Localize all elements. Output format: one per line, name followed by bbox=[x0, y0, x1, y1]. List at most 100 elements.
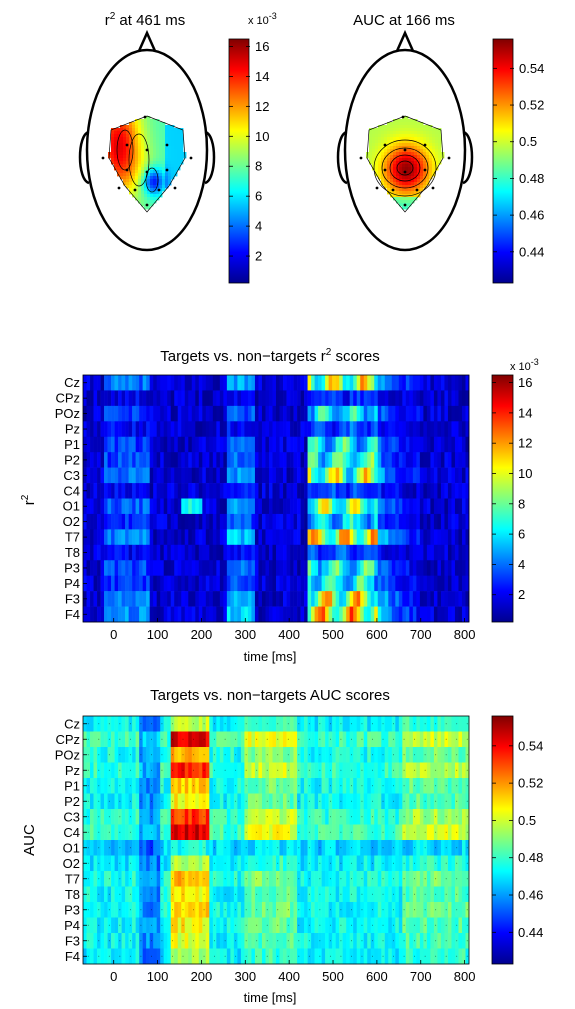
heatmap-cell bbox=[409, 840, 414, 856]
heatmap-cell bbox=[367, 840, 372, 856]
heatmap-cell bbox=[374, 390, 379, 407]
electrode-dot bbox=[391, 188, 395, 192]
scalp-map-cell bbox=[387, 143, 391, 147]
heatmap-cell bbox=[230, 762, 235, 779]
heatmap-cell bbox=[198, 421, 203, 438]
heatmap-cell bbox=[149, 606, 154, 623]
scalp-map-cell bbox=[384, 146, 388, 150]
scalp-map-cell bbox=[150, 200, 154, 204]
heatmap-cell bbox=[272, 762, 277, 779]
significance-dot bbox=[129, 909, 131, 911]
heatmap-cell bbox=[247, 731, 252, 748]
significance-dot bbox=[203, 769, 205, 771]
heatmap-cell bbox=[276, 483, 280, 499]
heatmap-cell bbox=[402, 606, 407, 623]
heatmap-r2-xlabel: time [ms] bbox=[244, 649, 297, 664]
significance-dot bbox=[203, 723, 205, 725]
electrode-dot bbox=[401, 115, 405, 119]
heatmap-cell bbox=[181, 375, 186, 391]
scalp-map-cell bbox=[174, 167, 178, 171]
significance-dot bbox=[182, 785, 184, 787]
scalp-map-cell bbox=[153, 155, 157, 159]
heatmap-cell bbox=[251, 840, 256, 856]
right-ear-icon bbox=[462, 130, 474, 185]
heatmap-cell bbox=[314, 824, 319, 841]
heatmap-cell bbox=[153, 421, 157, 438]
heatmap-cell bbox=[377, 871, 382, 887]
heatmap-cell bbox=[97, 560, 101, 576]
heatmap-cell bbox=[93, 452, 98, 468]
heatmap-cell bbox=[107, 575, 112, 592]
heatmap-cell bbox=[444, 529, 449, 546]
heatmap-cell bbox=[290, 575, 294, 592]
heatmap-cell bbox=[454, 405, 459, 422]
heatmap-cell bbox=[461, 747, 466, 763]
scalp-map-cell bbox=[426, 176, 430, 180]
scalp-map-cell bbox=[402, 176, 406, 180]
heatmap-cell bbox=[230, 855, 235, 872]
time-tick-label: 100 bbox=[147, 627, 169, 642]
scalp-map-cell bbox=[150, 182, 154, 186]
heatmap-cell bbox=[247, 902, 252, 918]
heatmap-cell bbox=[216, 560, 221, 576]
heatmap-cell bbox=[419, 747, 424, 763]
heatmap-cell bbox=[156, 575, 161, 592]
heatmap-cell bbox=[398, 467, 403, 484]
heatmap-cell bbox=[86, 575, 91, 592]
heatmap-cell bbox=[356, 436, 361, 453]
heatmap-cell bbox=[146, 606, 150, 623]
scalp-map-cell bbox=[135, 161, 139, 165]
significance-dot bbox=[256, 831, 258, 833]
significance-dot bbox=[393, 785, 395, 787]
head-ellipse bbox=[85, 48, 209, 252]
heatmap-cell bbox=[230, 917, 235, 934]
heatmap-cell bbox=[342, 544, 347, 561]
significance-dot bbox=[287, 816, 289, 818]
scalp-map-cell bbox=[123, 131, 127, 135]
scalp-map-cell bbox=[378, 173, 382, 177]
heatmap-cell bbox=[419, 855, 424, 872]
electrode-dot bbox=[145, 203, 149, 207]
significance-dot bbox=[182, 924, 184, 926]
scalp-map-cell bbox=[423, 158, 427, 162]
heatmap-cell bbox=[107, 529, 112, 546]
heatmap-cell bbox=[447, 591, 452, 607]
heatmap-cell bbox=[244, 483, 249, 499]
heatmap-cell bbox=[268, 778, 273, 794]
scalp-map-cell bbox=[144, 119, 148, 123]
significance-dot bbox=[129, 754, 131, 756]
scalp-map-cell bbox=[123, 176, 127, 180]
heatmap-cell bbox=[142, 824, 147, 841]
heatmap-cell bbox=[128, 421, 133, 438]
electrode-dot bbox=[383, 143, 387, 147]
heatmap-cell bbox=[261, 529, 266, 546]
scalp-map-cell bbox=[402, 164, 406, 168]
heatmap-cell bbox=[153, 793, 157, 810]
heatmap-cell bbox=[174, 778, 179, 794]
heatmap-cell bbox=[290, 840, 294, 856]
heatmap-cell bbox=[363, 390, 368, 407]
heatmap-cell bbox=[156, 762, 161, 779]
heatmap-cell bbox=[395, 793, 400, 810]
significance-dot bbox=[466, 893, 468, 895]
heatmap-cell bbox=[114, 917, 119, 934]
heatmap-cell bbox=[300, 793, 305, 810]
heatmap-cell bbox=[167, 902, 172, 918]
heatmap-cell bbox=[202, 452, 207, 468]
colorbar-tick-label: 0.44 bbox=[519, 244, 544, 259]
scalp-map-cell bbox=[414, 194, 418, 198]
scalp-map-cell bbox=[369, 140, 373, 144]
heatmap-cell bbox=[458, 390, 463, 407]
heatmap-cell bbox=[121, 747, 126, 763]
heatmap-cell bbox=[90, 498, 94, 515]
heatmap-cell bbox=[409, 421, 414, 438]
heatmap-cell bbox=[188, 902, 193, 918]
heatmap-cell bbox=[318, 606, 322, 623]
heatmap-cell bbox=[325, 871, 329, 887]
heatmap-cell bbox=[188, 452, 193, 468]
heatmap-cell bbox=[191, 591, 196, 607]
colorbar-multiplier: x 10-3 bbox=[248, 11, 277, 27]
heatmap-cell bbox=[111, 886, 115, 903]
scalp-map-cell bbox=[159, 128, 163, 132]
heatmap-cell bbox=[261, 840, 266, 856]
